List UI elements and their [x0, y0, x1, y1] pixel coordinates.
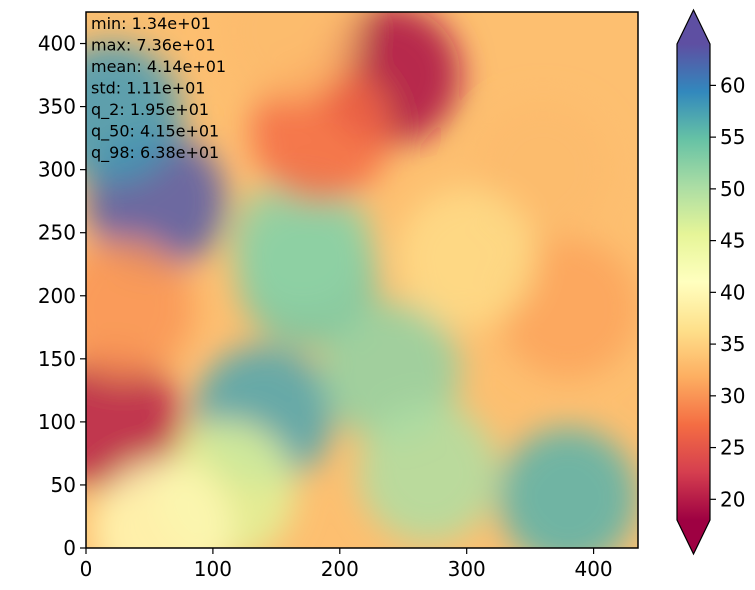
- y-tick-label: 0: [63, 536, 76, 560]
- heatmap-region-3: [231, 175, 372, 316]
- heatmap-image: [86, 12, 638, 548]
- stats-line: max: 7.36e+01: [91, 36, 216, 55]
- colorbar-tick-label: 55: [720, 125, 745, 149]
- x-tick-label: 100: [194, 557, 232, 581]
- stats-line: mean: 4.14e+01: [91, 57, 226, 76]
- colorbar-tick-label: 50: [720, 177, 745, 201]
- colorbar-outline: [676, 8, 711, 556]
- stats-line: q_2: 1.95e+01: [91, 100, 209, 120]
- colorbar-tick-label: 35: [720, 332, 745, 356]
- y-tick-label: 200: [38, 284, 76, 308]
- colorbar-tick-label: 60: [720, 73, 745, 97]
- heatmap-region-17: [92, 459, 233, 548]
- stats-line: min: 1.34e+01: [91, 14, 211, 33]
- heatmap-region-11: [86, 351, 182, 492]
- colorbar-gradient: [677, 44, 710, 520]
- y-tick-label: 250: [38, 221, 76, 245]
- x-tick-label: 200: [321, 557, 359, 581]
- x-axis: 0 100 200 300 400: [80, 548, 613, 581]
- heatmap-region-1: [86, 42, 182, 183]
- stats-line: q_50: 4.15e+01: [91, 122, 219, 142]
- colorbar-tick-label: 20: [720, 487, 745, 511]
- y-axis: 0 50 100 150 200 250 300 350 400: [38, 32, 86, 560]
- heatmap-region-7: [358, 402, 499, 543]
- x-tick-label: 400: [574, 557, 612, 581]
- y-tick-label: 100: [38, 410, 76, 434]
- stats-line: q_98: 6.38e+01: [91, 143, 219, 163]
- heatmap-region-15: [219, 12, 360, 101]
- y-tick-label: 50: [51, 473, 76, 497]
- heatmap-region-6: [498, 427, 638, 548]
- heatmap-region-16: [396, 187, 537, 328]
- heatmap-region-12: [86, 238, 195, 379]
- stats-annotation: min: 1.34e+01 max: 7.36e+01 mean: 4.14e+01…: [91, 14, 226, 163]
- y-tick-label: 350: [38, 95, 76, 119]
- colorbar-extend-bottom: [677, 520, 710, 554]
- colorbar-tick-label: 25: [720, 436, 745, 460]
- y-tick-label: 400: [38, 32, 76, 56]
- colorbar-tick-label: 45: [720, 229, 745, 253]
- y-tick-label: 150: [38, 347, 76, 371]
- plot-frame: [85, 11, 639, 549]
- colorbar-extend-top: [677, 10, 710, 44]
- stats-line: std: 1.11e+01: [91, 79, 205, 98]
- y-tick-label: 300: [38, 158, 76, 182]
- x-tick-label: 0: [80, 557, 93, 581]
- colorbar-tick-label: 30: [720, 384, 745, 408]
- colorbar: 20 25 30 35 40 45 50 55 60: [676, 8, 745, 556]
- colorbar-tick-label: 40: [720, 280, 745, 304]
- x-tick-label: 300: [448, 557, 486, 581]
